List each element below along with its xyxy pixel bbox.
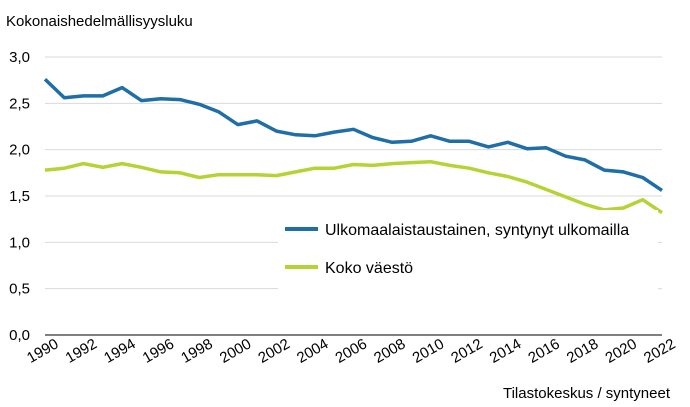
y-tick-label: 0,0 (9, 327, 30, 344)
x-tick-label: 2016 (525, 335, 562, 366)
x-tick-label: 2002 (255, 335, 292, 366)
x-tick-label: 2008 (371, 335, 408, 366)
series-line-1 (44, 159, 663, 215)
x-tick-label: 1994 (101, 335, 138, 366)
x-tick-labels: 1990 1992 1994 1996 1998 2000 2002 2004 2006 2008… (24, 335, 678, 366)
legend-label-foreign-born: Ulkomaalaistaustainen, syntynyt ulkomail… (325, 222, 629, 239)
legend: Ulkomaalaistaustainen, syntynyt ulkomail… (278, 210, 658, 292)
x-tick-label: 2014 (487, 335, 524, 366)
x-tick-label: 2022 (641, 335, 678, 366)
source-label: Tilastokeskus / syntyneet (503, 385, 671, 402)
x-tick-label: 1996 (140, 335, 177, 366)
legend-background (278, 210, 658, 292)
x-tick-label: 2004 (294, 335, 331, 366)
y-tick-label: 0,5 (9, 281, 30, 298)
x-tick-label: 1992 (63, 335, 100, 366)
y-tick-label: 1,0 (9, 234, 30, 251)
y-axis-title: Kokonaishedelmällisyysluku (6, 13, 193, 30)
y-tick-label: 1,5 (9, 188, 30, 205)
x-tick-label: 2006 (333, 335, 370, 366)
x-tick-label: 2018 (564, 335, 601, 366)
y-tick-label: 3,0 (9, 49, 30, 66)
x-tick-label: 2020 (602, 335, 639, 366)
y-tick-labels: 0,0 0,5 1,0 1,5 2,0 2,5 3,0 (9, 49, 30, 344)
x-tick-label: 2000 (217, 335, 254, 366)
y-tick-label: 2,5 (9, 95, 30, 112)
x-tick-label: 2012 (448, 335, 485, 366)
series-line-0 (43, 77, 663, 192)
x-tick-label: 1998 (178, 335, 215, 366)
series-lines (43, 77, 663, 215)
legend-label-whole-population: Koko väestö (325, 260, 413, 277)
y-tick-label: 2,0 (9, 142, 30, 159)
x-tick-label: 2010 (410, 335, 447, 366)
